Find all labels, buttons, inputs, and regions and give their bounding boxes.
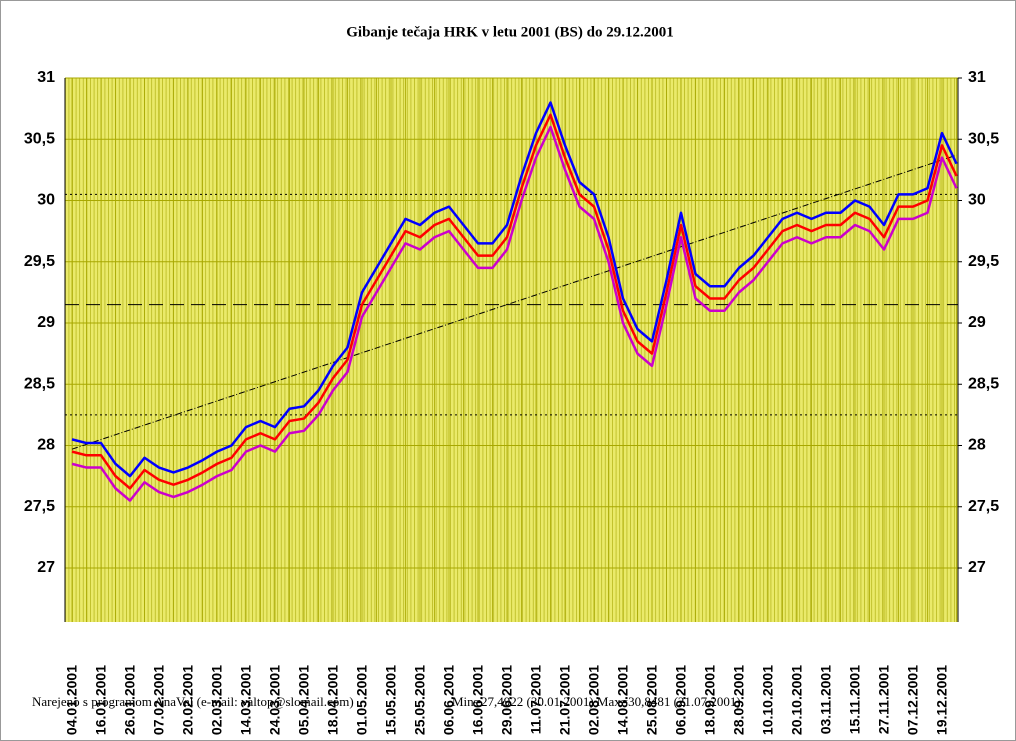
x-tick-label: 20.10.2001 <box>789 665 805 735</box>
series-line <box>71 113 958 490</box>
x-tick-label: 05.04.2001 <box>296 665 312 735</box>
x-tick-label: 06.09.2001 <box>673 665 689 735</box>
x-tick-label: 27.11.2001 <box>876 665 892 735</box>
x-tick-label: 10.10.2001 <box>760 665 776 735</box>
x-tick-label: 21.07.2001 <box>557 665 573 735</box>
x-tick-label: 14.08.2001 <box>615 665 631 735</box>
y2-tick-label: 27,5 <box>968 498 999 515</box>
x-tick-label: 24.03.2001 <box>267 665 283 735</box>
chart-title: Gibanje tečaja HRK v letu 2001 (BS) do 2… <box>346 24 674 40</box>
plot-hatch <box>65 78 958 622</box>
x-tick-label: 28.09.2001 <box>731 665 747 735</box>
x-tick-label: 19.12.2001 <box>934 665 950 735</box>
x-tick-label: 15.05.2001 <box>383 665 399 735</box>
x-tick-label: 18.04.2001 <box>325 665 341 735</box>
y-tick-label: 30,5 <box>24 130 55 147</box>
y-tick-label: 27,5 <box>24 498 55 515</box>
x-tick-label: 02.03.2001 <box>209 665 225 735</box>
y2-tick-label: 28 <box>968 437 986 454</box>
x-tick-label: 26.01.2001 <box>122 665 138 735</box>
y2-tick-label: 29 <box>968 314 986 331</box>
y-tick-label: 28,5 <box>24 375 55 392</box>
x-tick-label: 07.02.2001 <box>151 665 167 735</box>
y2-tick-label: 31 <box>968 69 986 86</box>
x-tick-label: 03.11.2001 <box>818 665 834 735</box>
footer-note: Narejeno s programom AnaVal (e-mail: val… <box>32 694 354 709</box>
y2-tick-label: 29,5 <box>968 253 999 270</box>
x-tick-label: 01.05.2001 <box>354 665 370 735</box>
x-tick-label: 02.08.2001 <box>586 665 602 735</box>
x-tick-label: 14.03.2001 <box>238 665 254 735</box>
y-tick-label: 29,5 <box>24 253 55 270</box>
y2-tick-label: 28,5 <box>968 375 999 392</box>
footer-stats: Min=27,4922 (30.01.2001) Max=30,8481 (21… <box>452 694 741 709</box>
y2-tick-label: 30 <box>968 192 986 209</box>
y-tick-label: 27 <box>37 559 55 576</box>
x-tick-label: 11.07.2001 <box>528 665 544 735</box>
x-tick-label: 16.01.2001 <box>93 665 109 735</box>
series-line <box>71 125 958 502</box>
x-tick-label: 04.01.2001 <box>64 665 80 735</box>
x-tick-label: 25.05.2001 <box>412 665 428 735</box>
x-tick-label: 18.09.2001 <box>702 665 718 735</box>
y-tick-label: 28 <box>37 437 55 454</box>
y-tick-label: 30 <box>37 192 55 209</box>
y-tick-label: 29 <box>37 314 55 331</box>
x-tick-label: 15.11.2001 <box>847 665 863 735</box>
trend-line <box>71 154 957 450</box>
y-tick-label: 31 <box>37 69 55 86</box>
x-tick-label: 25.08.2001 <box>644 665 660 735</box>
x-tick-label: 20.02.2001 <box>180 665 196 735</box>
x-tick-label: 07.12.2001 <box>905 665 921 735</box>
x-tick-label: 06.06.2001 <box>441 665 457 735</box>
y2-tick-label: 27 <box>968 559 986 576</box>
x-tick-label: 16.06.2001 <box>470 665 486 735</box>
x-tick-label: 29.06.2001 <box>499 665 515 735</box>
series-line <box>71 101 958 478</box>
y2-tick-label: 30,5 <box>968 130 999 147</box>
